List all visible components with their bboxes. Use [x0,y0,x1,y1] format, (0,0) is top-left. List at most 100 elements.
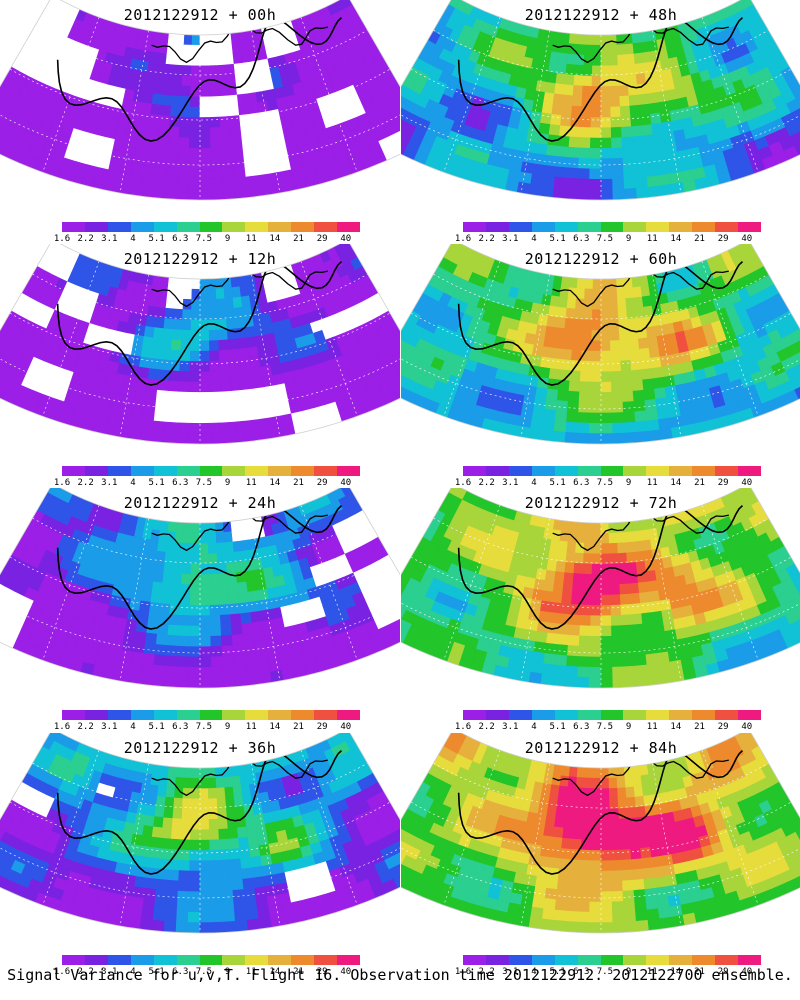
colorbar-swatch [84,955,108,965]
colorbar-tick-label: 1.6 [53,478,71,488]
colorbar-swatch [268,466,292,476]
colorbar-tick-label: 7.5 [195,234,213,244]
colorbar-swatch [130,955,154,965]
colorbar-tick-label: 7.5 [195,478,213,488]
colorbar-swatch [245,466,269,476]
colorbar-swatch [669,222,693,232]
colorbar-ticks: 1.6 2.2 3.1 4 5.1 6.3 7.5 9 11 14 21 29 40 [52,967,372,979]
colorbar-tick-label: 2.2 [77,478,94,488]
colorbar-swatch [153,955,177,965]
colorbar-swatch [646,466,670,476]
colorbar-swatch [577,222,601,232]
colorbar-tick-label: 4 [531,722,537,732]
panel-title: 2012122912 + 12h [123,250,277,268]
colorbar-swatch [600,466,624,476]
colorbar-tick-label: 9 [625,478,632,488]
colorbar-swatch [485,466,509,476]
colorbar-swatch [508,222,532,232]
colorbar-tick-label: 14 [670,722,682,732]
colorbar [62,466,360,476]
panel-title: 2012122912 + 24h [123,494,277,512]
colorbar-swatch [692,222,716,232]
colorbar-tick-label: 5.1 [549,722,566,732]
colorbar-tick-label: 40 [741,722,753,732]
colorbar-tick-label: 21 [293,478,304,488]
colorbar-swatch [314,710,338,720]
colorbar-swatch [107,710,131,720]
panel-title: 2012122912 + 36h [123,739,277,757]
colorbar-tick-label: 6.3 [172,478,189,488]
colorbar-swatch [738,222,761,232]
variance-map [401,244,800,445]
colorbar-tick-label: 6.3 [573,722,590,732]
colorbar-swatch [646,955,670,965]
colorbar-swatch [715,710,739,720]
colorbar-ticks: 1.6 2.2 3.1 4 5.1 6.3 7.5 9 11 14 21 29 40 [52,478,372,490]
colorbar-tick-label: 9 [224,234,231,244]
colorbar-tick-label: 4 [130,967,136,977]
colorbar-swatch [291,222,315,232]
colorbar-swatch [463,222,486,232]
colorbar-tick-label: 7.5 [596,722,614,732]
colorbar-tick-label: 5.1 [549,478,566,488]
colorbar-tick-label: 11 [245,722,257,732]
colorbar-tick-label: 1.6 [454,478,472,488]
colorbar-ticks: 1.6 2.2 3.1 4 5.1 6.3 7.5 9 11 14 21 29 40 [453,234,773,246]
colorbar-tick-label: 2.2 [77,967,94,977]
colorbar-tick-label: 2.2 [478,722,495,732]
forecast-panel: 2012122912 + 24h 1.6 2.2 3.1 4 5.1 6.3 7.5 9 11 14… [0,488,400,734]
colorbar-swatch [337,466,360,476]
colorbar-swatch [600,955,624,965]
colorbar-tick-label: 1.6 [454,722,472,732]
colorbar-swatch [337,710,360,720]
colorbar-tick-label: 9 [625,722,632,732]
variance-map [0,0,400,201]
colorbar-swatch [176,710,200,720]
colorbar-tick-label: 2.2 [77,722,94,732]
colorbar-swatch [738,466,761,476]
colorbar-ticks: 1.6 2.2 3.1 4 5.1 6.3 7.5 9 11 14 21 29 40 [453,722,773,734]
colorbar-tick-label: 29 [316,234,328,244]
colorbar-tick-label: 3.1 [101,722,118,732]
colorbar-tick-label: 4 [531,967,537,977]
forecast-panel: 2012122912 + 48h 1.6 2.2 3.1 4 5.1 6.3 7.5 9 11 14… [401,0,800,246]
colorbar-tick-label: 4 [130,478,136,488]
colorbar-swatch [222,710,246,720]
colorbar-swatch [485,222,509,232]
colorbar-tick-label: 6.3 [172,234,189,244]
colorbar-tick-label: 9 [625,234,632,244]
colorbar-tick-label: 29 [717,967,729,977]
figure-caption: Signal Variance for u,v,T. Flight 16. Ob… [7,966,793,984]
colorbar-tick-label: 21 [694,967,705,977]
colorbar-swatch [715,955,739,965]
colorbar-swatch [577,955,601,965]
colorbar-swatch [245,710,269,720]
colorbar-tick-label: 2.2 [478,234,495,244]
colorbar-swatch [531,222,555,232]
variance-map [401,0,800,201]
colorbar [62,955,360,965]
colorbar-ticks: 1.6 2.2 3.1 4 5.1 6.3 7.5 9 11 14 21 29 40 [52,722,372,734]
forecast-panel: 2012122912 + 72h 1.6 2.2 3.1 4 5.1 6.3 7.5 9 11 14… [401,488,800,734]
colorbar-tick-label: 2.2 [478,967,495,977]
colorbar-tick-label: 6.3 [573,967,590,977]
colorbar-tick-label: 14 [269,478,281,488]
colorbar-tick-label: 21 [293,234,304,244]
colorbar-tick-label: 11 [245,478,257,488]
colorbar-tick-label: 2.2 [77,234,94,244]
colorbar-swatch [738,710,761,720]
colorbar-swatch [176,466,200,476]
colorbar-tick-label: 40 [741,967,753,977]
colorbar-swatch [715,466,739,476]
panel-title: 2012122912 + 72h [524,494,678,512]
colorbar-tick-label: 29 [316,967,328,977]
colorbar-tick-label: 9 [224,722,231,732]
colorbar-swatch [531,955,555,965]
colorbar-swatch [153,222,177,232]
colorbar-swatch [62,222,85,232]
colorbar-tick-label: 40 [340,967,352,977]
colorbar-swatch [508,955,532,965]
forecast-panel: 2012122912 + 84h 1.6 2.2 3.1 4 5.1 6.3 7.5 9 11 14… [401,733,800,979]
colorbar-tick-label: 7.5 [596,478,614,488]
colorbar-tick-label: 11 [646,478,658,488]
